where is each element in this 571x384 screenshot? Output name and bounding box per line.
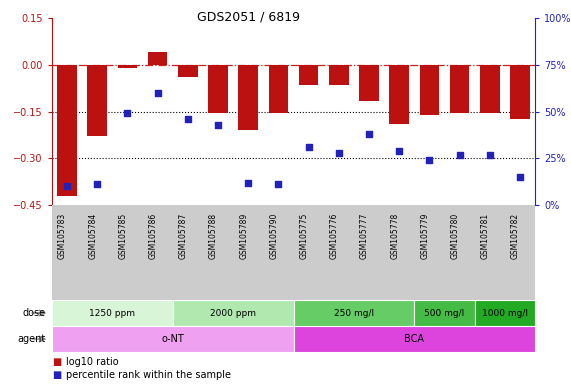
Bar (52, 326, 293, 352)
Point (425, 157, 434, 163)
Point (516, 174, 525, 180)
Point (244, 179, 253, 185)
Text: GSM105780: GSM105780 (451, 213, 460, 259)
Bar (420, 65, 439, 114)
Text: GSM105788: GSM105788 (209, 213, 218, 259)
Text: ■: ■ (52, 357, 61, 367)
Point (93, 181, 102, 187)
Text: agent: agent (17, 334, 45, 344)
Text: GSM105790: GSM105790 (270, 213, 279, 259)
Point (304, 144, 313, 150)
Text: 500 mg/l: 500 mg/l (424, 308, 465, 318)
Text: GSM105779: GSM105779 (420, 213, 429, 259)
Bar (299, 65, 319, 85)
Bar (475, 300, 535, 326)
Point (214, 121, 223, 127)
Text: GSM105783: GSM105783 (58, 213, 67, 259)
Text: GSM105787: GSM105787 (179, 213, 188, 259)
Bar (57, 65, 77, 196)
Bar (268, 65, 288, 113)
Point (485, 151, 494, 157)
Text: GSM105776: GSM105776 (330, 213, 339, 259)
Point (364, 131, 373, 137)
Bar (52, 300, 173, 326)
Text: percentile rank within the sample: percentile rank within the sample (66, 370, 231, 380)
Text: BCA: BCA (404, 334, 424, 344)
Point (334, 149, 343, 156)
Text: o-NT: o-NT (162, 334, 184, 344)
Bar (414, 300, 475, 326)
Text: dose: dose (22, 308, 45, 318)
Bar (510, 65, 530, 119)
Text: GSM105777: GSM105777 (360, 213, 369, 259)
Text: GSM105781: GSM105781 (481, 213, 490, 259)
Bar (87, 65, 107, 136)
Bar (148, 52, 167, 65)
Bar (389, 65, 409, 124)
Point (63, 183, 72, 189)
Text: 2000 ppm: 2000 ppm (210, 308, 256, 318)
Text: GSM105782: GSM105782 (511, 213, 520, 259)
Bar (329, 65, 348, 85)
Text: GSM105785: GSM105785 (118, 213, 127, 259)
Bar (118, 65, 137, 68)
Text: GSM105786: GSM105786 (148, 213, 158, 259)
Bar (173, 300, 293, 326)
Bar (239, 65, 258, 130)
Bar (480, 65, 500, 113)
Bar (450, 65, 469, 113)
Text: ■: ■ (52, 370, 61, 380)
Point (183, 116, 192, 122)
Text: 1250 ppm: 1250 ppm (90, 308, 135, 318)
Text: GSM105775: GSM105775 (300, 213, 308, 259)
Bar (178, 65, 198, 77)
Bar (293, 300, 414, 326)
Text: 1000 mg/l: 1000 mg/l (482, 308, 528, 318)
Text: 250 mg/l: 250 mg/l (334, 308, 374, 318)
Bar (359, 65, 379, 101)
Point (455, 151, 464, 157)
Bar (293, 326, 535, 352)
Point (123, 110, 132, 116)
Bar (208, 65, 228, 113)
Text: GDS2051 / 6819: GDS2051 / 6819 (197, 10, 300, 23)
Text: GSM105784: GSM105784 (89, 213, 97, 259)
Point (153, 90, 162, 96)
Point (274, 181, 283, 187)
Text: GSM105789: GSM105789 (239, 213, 248, 259)
Point (395, 148, 404, 154)
Text: log10 ratio: log10 ratio (66, 357, 119, 367)
Text: GSM105778: GSM105778 (390, 213, 399, 259)
